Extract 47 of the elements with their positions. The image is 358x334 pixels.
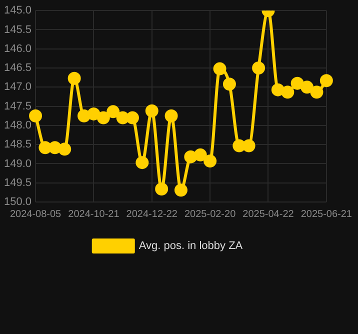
- y-tick-label: 147.5: [4, 100, 32, 112]
- y-tick-label: 145.5: [4, 24, 32, 36]
- point: [320, 74, 333, 88]
- x-tick-label: 2024-12-22: [126, 208, 178, 220]
- point: [194, 148, 207, 162]
- point: [29, 109, 42, 122]
- point: [164, 109, 178, 122]
- y-tick-label: 150.0: [4, 196, 32, 208]
- point: [126, 111, 139, 124]
- point: [232, 139, 246, 152]
- point: [136, 156, 149, 170]
- y-tick-label: 148.5: [4, 138, 32, 151]
- point: [271, 83, 284, 96]
- y-tick-label: 146.0: [4, 42, 32, 55]
- point: [87, 107, 100, 120]
- point: [155, 182, 168, 196]
- point: [96, 111, 110, 124]
- x-tick-label: 2025-06-21: [300, 208, 352, 220]
- x-tick-label: 2025-02-20: [184, 208, 236, 220]
- point: [106, 105, 120, 118]
- point: [290, 76, 304, 90]
- y-tick-label: 149.0: [4, 158, 32, 170]
- point: [184, 150, 198, 164]
- point: [78, 109, 91, 122]
- point: [213, 62, 226, 76]
- x-tick-label: 2025-04-22: [242, 208, 294, 220]
- y-tick-label: 146.5: [4, 62, 32, 74]
- x-tick-label: 2024-08-05: [10, 208, 62, 220]
- point: [38, 141, 52, 154]
- point: [174, 184, 188, 197]
- point: [300, 80, 314, 94]
- point: [252, 62, 266, 75]
- x-tick-label: 2024-10-21: [68, 208, 120, 220]
- y-tick-label: 147.0: [4, 81, 32, 94]
- y-tick-label: 148.0: [4, 119, 32, 132]
- point: [310, 86, 324, 99]
- y-tick-label: 145.0: [4, 4, 32, 17]
- point: [242, 139, 256, 152]
- point: [58, 142, 72, 156]
- legend-label: Avg. pos. in lobby ZA: [138, 240, 244, 252]
- point: [145, 104, 158, 118]
- point: [204, 154, 217, 168]
- point: [68, 72, 81, 85]
- y-tick-label: 149.5: [4, 176, 32, 189]
- point: [48, 141, 62, 154]
- point: [222, 78, 236, 91]
- point: [281, 86, 294, 99]
